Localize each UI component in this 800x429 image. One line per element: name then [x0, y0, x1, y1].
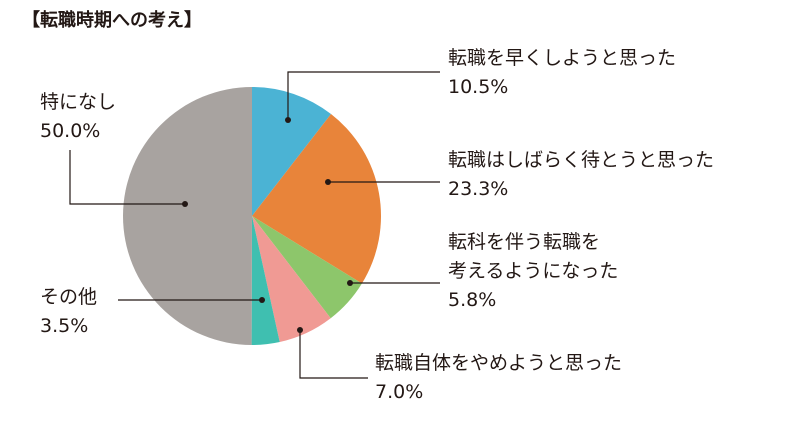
value-label: 50.0%: [40, 120, 101, 142]
slice-label: 転職自体をやめようと思った 7.0%: [375, 349, 622, 407]
pie-slice: [123, 87, 252, 345]
leader-dot: [259, 297, 265, 303]
slice-label: 転職はしばらく待とうと思った 23.3%: [448, 146, 714, 204]
pie-slice: [252, 87, 331, 216]
slice-label: 特になし 50.0%: [40, 88, 116, 146]
leader-dot: [182, 201, 188, 207]
category-label: 転職はしばらく待とうと思った: [448, 149, 715, 171]
value-label: 3.5%: [40, 315, 89, 337]
pie-slice: [252, 216, 362, 319]
value-label: 23.3%: [448, 178, 509, 200]
leader-line: [287, 71, 440, 120]
pie-slice: [252, 114, 381, 284]
value-label: 5.8%: [448, 289, 497, 311]
leader-line: [299, 330, 368, 379]
leader-dot: [325, 179, 331, 185]
leader-dot: [297, 327, 303, 333]
pie-slice: [251, 216, 280, 345]
value-label: 7.0%: [375, 381, 424, 403]
leader-dot: [285, 117, 291, 123]
slice-label: その他 3.5%: [40, 283, 97, 341]
value-label: 10.5%: [448, 76, 509, 98]
category-label: 転職を早くしようと思った: [448, 47, 677, 69]
slice-label: 転科を伴う転職を 考えるようになった 5.8%: [448, 228, 618, 315]
chart-title: 【転職時期への考え】: [22, 10, 202, 31]
leader-line: [69, 150, 185, 205]
category-label: その他: [40, 286, 98, 308]
slice-label: 転職を早くしようと思った 10.5%: [448, 44, 676, 102]
category-label: 転職自体をやめようと思った: [375, 352, 623, 374]
category-label: 転科を伴う転職を 考えるようになった: [448, 231, 619, 282]
category-label: 特になし: [40, 91, 117, 113]
leader-dot: [347, 280, 353, 286]
pie-slice: [252, 216, 331, 342]
